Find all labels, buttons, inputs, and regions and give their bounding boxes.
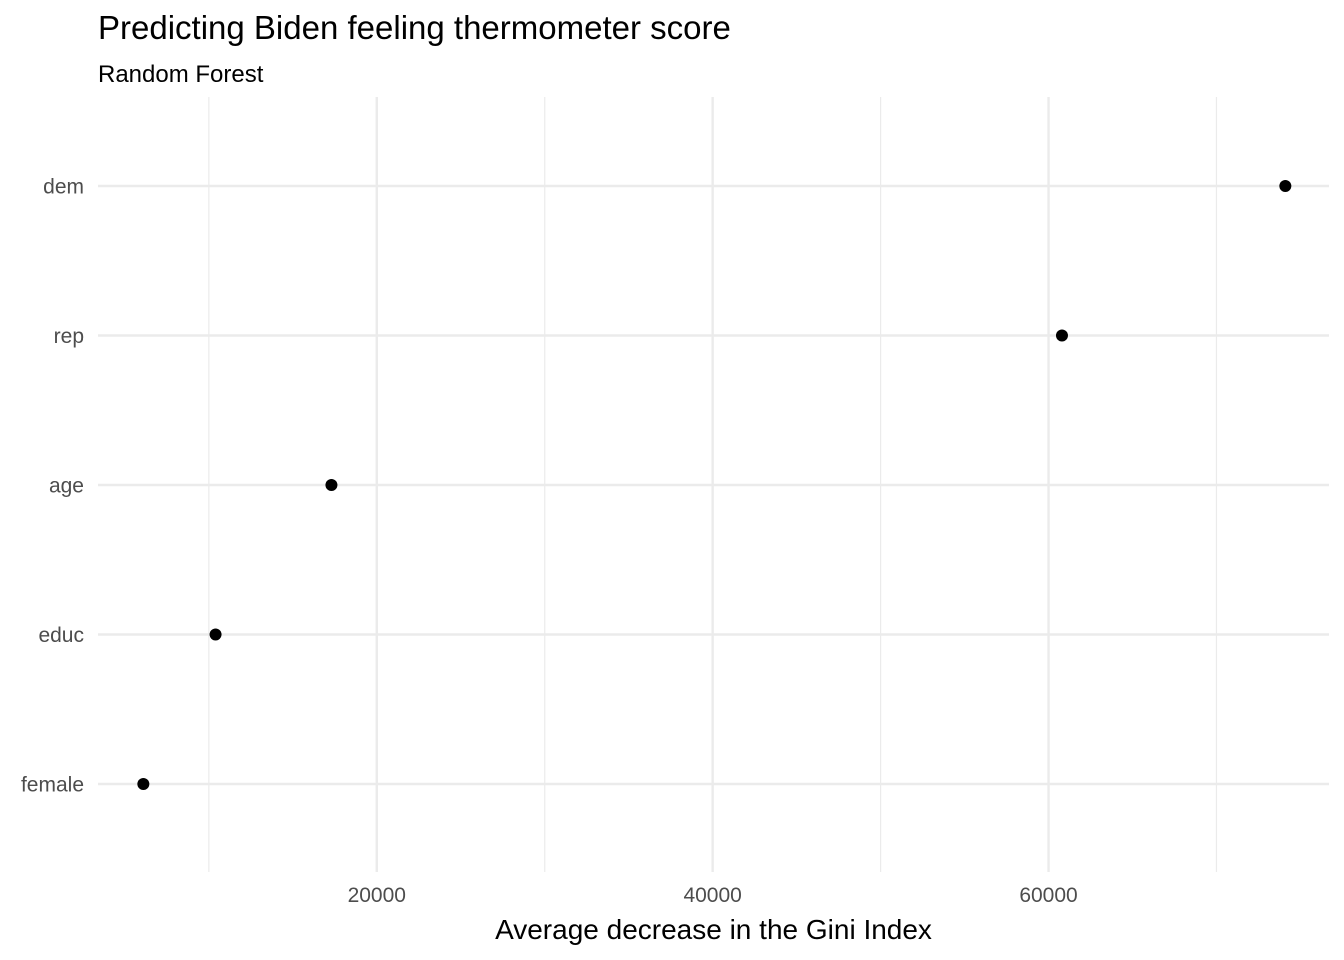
data-points bbox=[137, 180, 1292, 790]
data-point-educ bbox=[209, 628, 222, 641]
data-point-rep bbox=[1055, 329, 1068, 342]
y-tick-label: educ bbox=[38, 624, 84, 647]
data-point-age bbox=[325, 479, 338, 491]
data-point-dem bbox=[1279, 180, 1292, 192]
x-axis-title: Average decrease in the Gini Index bbox=[495, 914, 932, 945]
chart-title: Predicting Biden feeling thermometer sco… bbox=[98, 9, 731, 46]
data-point-female bbox=[137, 778, 150, 790]
x-tick-label: 40000 bbox=[683, 884, 741, 907]
chart-subtitle: Random Forest bbox=[98, 61, 264, 88]
y-tick-label: dem bbox=[43, 176, 84, 199]
y-tick-label: age bbox=[49, 475, 84, 498]
x-tick-label: 20000 bbox=[348, 884, 406, 907]
x-tick-label: 60000 bbox=[1019, 884, 1077, 907]
axis-ticks: dem rep age educ female 20000 40000 60000 bbox=[21, 176, 1078, 908]
grid bbox=[98, 97, 1329, 872]
y-tick-label: rep bbox=[54, 325, 84, 348]
y-tick-label: female bbox=[21, 774, 84, 797]
